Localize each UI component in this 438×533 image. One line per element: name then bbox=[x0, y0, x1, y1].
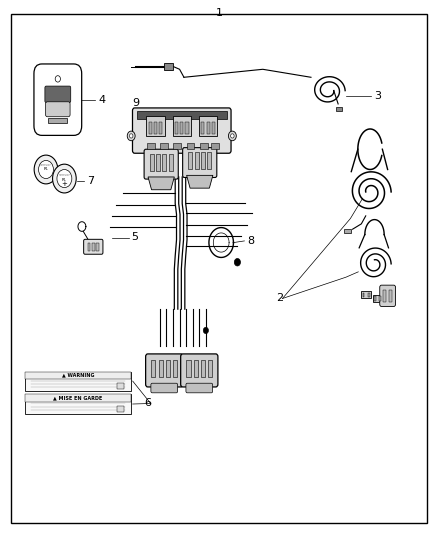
Bar bbox=[96, 243, 99, 251]
Circle shape bbox=[39, 160, 53, 179]
FancyBboxPatch shape bbox=[144, 149, 178, 179]
Bar bbox=[156, 154, 160, 171]
Text: +: + bbox=[61, 181, 67, 187]
Polygon shape bbox=[148, 177, 174, 190]
Text: PL: PL bbox=[62, 177, 67, 182]
Text: 9: 9 bbox=[132, 98, 139, 108]
Bar bbox=[160, 142, 168, 149]
Circle shape bbox=[230, 134, 234, 138]
Text: sensor: sensor bbox=[40, 163, 52, 167]
Bar bbox=[199, 116, 217, 136]
Bar bbox=[25, 372, 131, 391]
Bar bbox=[117, 406, 124, 412]
Bar bbox=[383, 290, 386, 302]
Bar bbox=[194, 360, 198, 377]
Text: PL: PL bbox=[44, 167, 48, 172]
FancyBboxPatch shape bbox=[380, 285, 396, 306]
FancyBboxPatch shape bbox=[132, 108, 231, 154]
Text: 2: 2 bbox=[276, 294, 283, 303]
Bar bbox=[374, 296, 376, 301]
Text: 3: 3 bbox=[374, 91, 381, 101]
Bar bbox=[164, 63, 173, 70]
FancyBboxPatch shape bbox=[46, 102, 70, 117]
Text: 1: 1 bbox=[215, 8, 223, 18]
Circle shape bbox=[203, 327, 208, 334]
Bar bbox=[208, 152, 211, 169]
Text: 7: 7 bbox=[87, 176, 94, 186]
Bar bbox=[201, 360, 205, 377]
Bar bbox=[207, 122, 209, 134]
Text: ▲ WARNING: ▲ WARNING bbox=[62, 373, 94, 378]
Bar bbox=[211, 142, 219, 149]
Bar bbox=[166, 360, 170, 377]
Circle shape bbox=[127, 131, 135, 141]
Circle shape bbox=[129, 134, 133, 138]
Bar bbox=[159, 122, 162, 134]
FancyBboxPatch shape bbox=[151, 383, 177, 393]
Bar bbox=[147, 142, 155, 149]
FancyBboxPatch shape bbox=[186, 383, 213, 393]
Bar bbox=[200, 142, 208, 149]
Bar bbox=[117, 383, 124, 389]
Bar bbox=[212, 122, 215, 134]
Bar bbox=[151, 360, 155, 377]
Bar bbox=[336, 107, 343, 111]
Text: 5: 5 bbox=[131, 232, 138, 241]
Bar bbox=[173, 360, 177, 377]
Bar bbox=[88, 243, 90, 251]
Bar bbox=[173, 142, 181, 149]
Bar bbox=[186, 360, 191, 377]
Text: sensor: sensor bbox=[58, 173, 71, 177]
Bar bbox=[194, 152, 199, 169]
Bar bbox=[49, 118, 67, 123]
FancyBboxPatch shape bbox=[183, 148, 217, 177]
Text: ▲ MISE EN GARDE: ▲ MISE EN GARDE bbox=[53, 395, 102, 401]
Circle shape bbox=[57, 169, 72, 188]
Bar bbox=[25, 394, 131, 402]
Polygon shape bbox=[187, 175, 213, 188]
FancyBboxPatch shape bbox=[84, 239, 103, 254]
Bar bbox=[363, 293, 364, 297]
Bar bbox=[373, 295, 382, 302]
Bar bbox=[344, 229, 350, 232]
Bar bbox=[148, 122, 152, 134]
Bar bbox=[188, 152, 192, 169]
Bar bbox=[159, 360, 163, 377]
Bar bbox=[389, 290, 392, 302]
FancyBboxPatch shape bbox=[145, 354, 183, 387]
Bar bbox=[169, 154, 173, 171]
Bar bbox=[92, 243, 95, 251]
Circle shape bbox=[229, 131, 237, 141]
Circle shape bbox=[53, 164, 76, 193]
Bar bbox=[361, 291, 371, 298]
Bar bbox=[25, 394, 131, 414]
Bar bbox=[154, 122, 157, 134]
Bar bbox=[201, 122, 204, 134]
Bar bbox=[149, 154, 153, 171]
Circle shape bbox=[34, 155, 58, 184]
Bar bbox=[25, 372, 131, 379]
FancyBboxPatch shape bbox=[34, 64, 81, 135]
Circle shape bbox=[55, 76, 60, 82]
Bar bbox=[186, 122, 188, 134]
FancyBboxPatch shape bbox=[180, 354, 218, 387]
Bar bbox=[208, 360, 212, 377]
Bar bbox=[180, 122, 183, 134]
Bar bbox=[146, 116, 165, 136]
Bar bbox=[175, 122, 178, 134]
Text: 8: 8 bbox=[247, 236, 254, 246]
FancyBboxPatch shape bbox=[45, 86, 71, 102]
Circle shape bbox=[234, 259, 240, 266]
Text: 6: 6 bbox=[145, 399, 152, 408]
Bar bbox=[187, 142, 194, 149]
Bar bbox=[137, 111, 226, 119]
Bar bbox=[368, 293, 370, 297]
Bar bbox=[379, 296, 381, 301]
Bar bbox=[162, 154, 166, 171]
Text: 4: 4 bbox=[99, 95, 106, 104]
Bar bbox=[173, 116, 191, 136]
Bar bbox=[201, 152, 205, 169]
